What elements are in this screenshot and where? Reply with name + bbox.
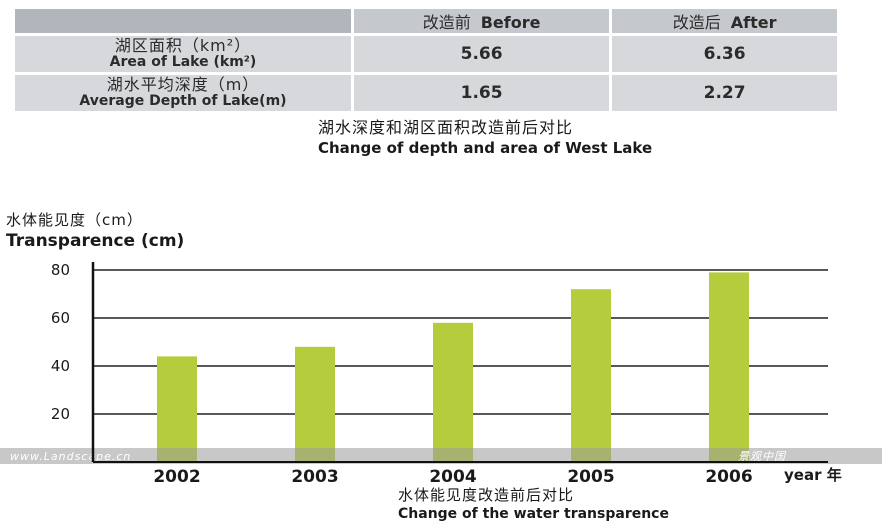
x-tick-label-2005: 2005	[567, 467, 614, 487]
column-header-before-en: Before	[480, 13, 541, 32]
watermark-strip: www.Landscape.cn 景观中国	[0, 448, 882, 464]
column-header-after-en: After	[730, 13, 777, 32]
chart-axes	[91, 262, 828, 463]
table-caption-en: Change of depth and area of West Lake	[318, 139, 653, 157]
row-label-en: Area of Lake (km²)	[109, 54, 257, 70]
table-row: 湖区面积（km²） Area of Lake (km²) 5.66 6.36	[15, 36, 837, 72]
table-corner-cell	[15, 9, 351, 33]
chart-caption-en: Change of the water transparence	[398, 506, 669, 522]
watermark-left-text: www.Landscape.cn	[10, 450, 131, 463]
table-header-row: 改造前 Before 改造后 After	[15, 9, 837, 33]
y-tick-label-40: 40	[51, 357, 70, 375]
bar-2003	[295, 346, 335, 462]
y-axis-title-en: Transparence (cm)	[6, 231, 185, 251]
bar-2002	[157, 356, 197, 462]
table-caption-cn: 湖水深度和湖区面积改造前后对比	[318, 118, 574, 137]
x-tick-label-2004: 2004	[429, 467, 476, 487]
chart-caption-cn: 水体能见度改造前后对比	[398, 486, 575, 504]
watermark-band	[0, 448, 882, 464]
watermark-right-text: 景观中国	[738, 450, 787, 463]
column-header-after: 改造后 After	[612, 9, 837, 33]
cell-area-before: 5.66	[354, 36, 610, 72]
column-header-before: 改造前 Before	[354, 9, 610, 33]
chart-caption: 水体能见度改造前后对比 Change of the water transpar…	[398, 486, 669, 524]
column-header-before-cn: 改造前	[422, 13, 471, 32]
cell-area-after: 6.36	[612, 36, 837, 72]
chart-bars	[157, 272, 749, 462]
bar-2004	[433, 322, 473, 462]
chart-y-axis-title: 水体能见度（cm） Transparence (cm)	[6, 210, 184, 252]
y-tick-label-80: 80	[51, 261, 70, 279]
row-label-en: Average Depth of Lake(m)	[79, 93, 287, 109]
x-tick-label-2003: 2003	[291, 467, 338, 487]
cell-depth-before: 1.65	[354, 75, 610, 111]
table-row: 湖水平均深度（m） Average Depth of Lake(m) 1.65 …	[15, 75, 837, 111]
x-axis-unit-label: year 年	[784, 466, 842, 484]
row-label-cn: 湖区面积（km²）	[114, 36, 252, 55]
cell-depth-after: 2.27	[612, 75, 837, 111]
row-label-area: 湖区面积（km²） Area of Lake (km²)	[15, 36, 351, 72]
column-header-after-cn: 改造后	[672, 13, 721, 32]
row-label-depth: 湖水平均深度（m） Average Depth of Lake(m)	[15, 75, 351, 111]
table-caption: 湖水深度和湖区面积改造前后对比 Change of depth and area…	[318, 117, 652, 159]
y-axis-title-cn: 水体能见度（cm）	[6, 211, 143, 229]
x-tick-label-2002: 2002	[153, 467, 200, 487]
chart-labels: 20 40 60 80 2002 2003 2004 2005 2006 year 年	[51, 261, 842, 487]
y-tick-label-60: 60	[51, 309, 70, 327]
lake-comparison-table: 改造前 Before 改造后 After 湖区面积（km²） Area of Lak…	[12, 6, 840, 114]
y-tick-label-20: 20	[51, 405, 70, 423]
row-label-cn: 湖水平均深度（m）	[106, 75, 260, 94]
bar-2006	[709, 272, 749, 462]
x-tick-label-2006: 2006	[705, 467, 752, 487]
bar-2005	[571, 289, 611, 462]
